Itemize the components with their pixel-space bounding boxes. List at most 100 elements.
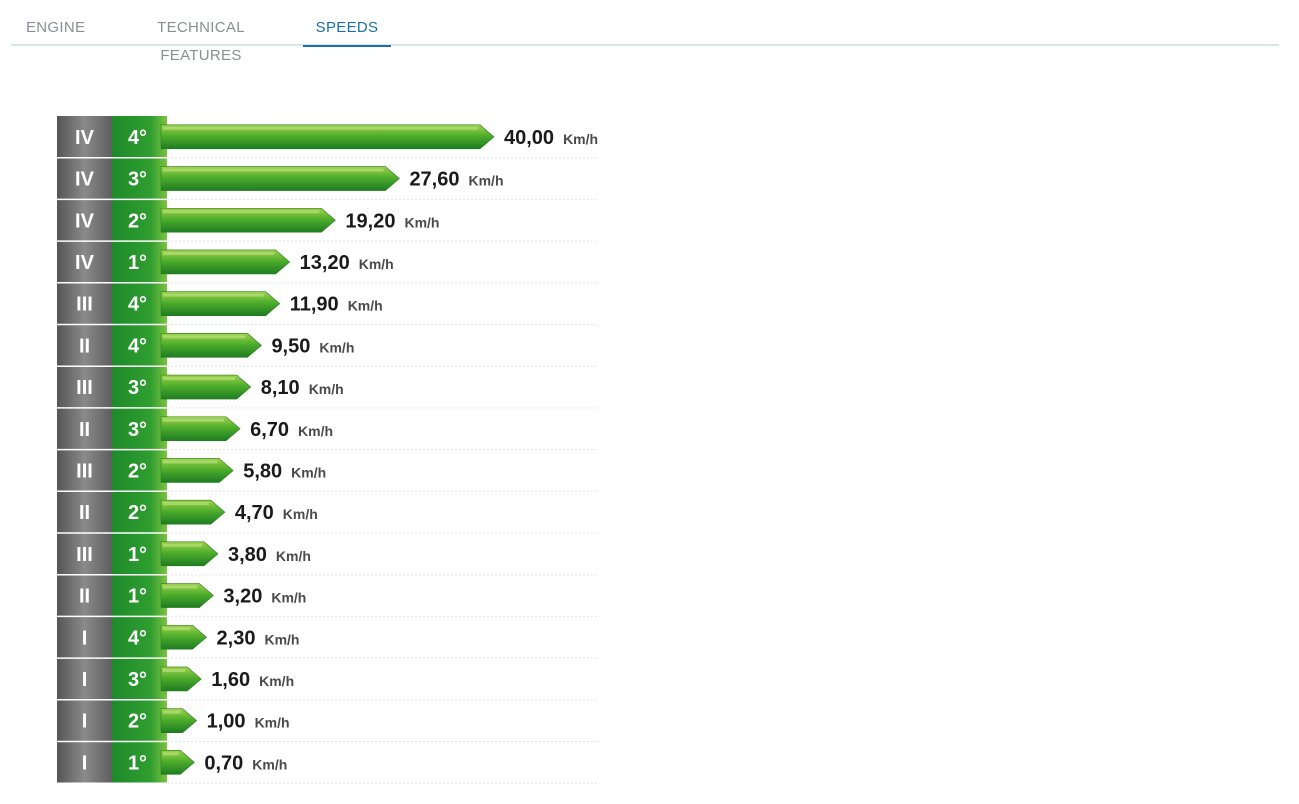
gear-label: 4° xyxy=(128,335,147,357)
gear-label: 3° xyxy=(128,169,147,191)
speed-value: 4,70 xyxy=(235,502,274,524)
speed-unit: Km/h xyxy=(319,339,354,355)
speed-unit: Km/h xyxy=(309,381,344,397)
speed-bar xyxy=(160,750,195,775)
speed-bar-highlight xyxy=(163,418,225,422)
speed-bar xyxy=(160,416,241,442)
speed-bar-highlight xyxy=(163,752,179,756)
speed-bar-highlight xyxy=(163,210,320,214)
speed-value: 2,30 xyxy=(217,627,256,649)
range-label: II xyxy=(79,586,90,608)
range-label: IV xyxy=(75,169,95,191)
speed-value: 40,00 xyxy=(504,127,554,149)
speed-unit: Km/h xyxy=(283,506,318,522)
gear-label: 4° xyxy=(128,627,147,649)
speed-unit: Km/h xyxy=(264,631,299,647)
speed-unit: Km/h xyxy=(276,548,311,564)
speed-value: 11,90 xyxy=(290,294,339,316)
speed-value: 6,70 xyxy=(250,419,289,441)
tab-bar: ENGINE TECHNICAL FEATURES SPEEDS xyxy=(11,0,1279,64)
range-label: I xyxy=(82,752,88,774)
tab-technical-features[interactable]: TECHNICAL FEATURES xyxy=(157,19,245,64)
speed-bar-highlight xyxy=(163,668,186,672)
speed-bar-highlight xyxy=(163,710,181,714)
range-label: IV xyxy=(75,127,95,149)
range-label: II xyxy=(79,335,90,357)
speed-bar xyxy=(160,249,291,275)
tab-speeds[interactable]: SPEEDS xyxy=(303,14,391,47)
gear-label: 3° xyxy=(128,377,147,399)
speed-bar-highlight xyxy=(163,168,384,172)
speed-unit: Km/h xyxy=(259,673,294,689)
speed-bar xyxy=(160,458,234,483)
speed-unit: Km/h xyxy=(255,715,290,731)
gear-label: 2° xyxy=(128,502,147,524)
speed-bar xyxy=(160,499,226,525)
range-label: III xyxy=(76,460,93,482)
gear-label: 1° xyxy=(128,544,147,566)
speed-bar-highlight xyxy=(163,460,218,464)
speed-bar xyxy=(160,666,202,692)
gear-label: 1° xyxy=(128,752,147,774)
speed-bar-highlight xyxy=(163,585,198,589)
gear-label: 1° xyxy=(128,252,147,274)
tab-engine[interactable]: ENGINE xyxy=(26,19,86,36)
speed-bar-highlight xyxy=(163,251,274,255)
speed-bar xyxy=(160,207,336,233)
range-label: III xyxy=(76,377,93,399)
speed-unit: Km/h xyxy=(298,423,333,439)
speed-unit: Km/h xyxy=(348,298,383,314)
speed-value: 27,60 xyxy=(409,169,459,191)
speed-value: 13,20 xyxy=(300,252,350,274)
speed-unit: Km/h xyxy=(271,590,306,606)
speed-bar-highlight xyxy=(163,377,235,381)
speed-bar xyxy=(160,374,252,400)
range-label: III xyxy=(76,294,93,316)
speed-value: 1,00 xyxy=(207,711,246,733)
gear-label: 2° xyxy=(128,210,147,232)
speed-bar xyxy=(160,333,262,358)
speed-unit: Km/h xyxy=(404,214,439,230)
gear-label: 4° xyxy=(128,127,147,149)
speed-bar xyxy=(160,541,219,567)
speed-bar xyxy=(160,124,495,150)
range-label: III xyxy=(76,544,93,566)
range-label: II xyxy=(79,419,90,441)
speed-bar-highlight xyxy=(163,293,264,297)
range-label: IV xyxy=(75,210,95,232)
speed-value: 1,60 xyxy=(211,669,250,691)
speed-value: 9,50 xyxy=(271,335,310,357)
gear-label: 2° xyxy=(128,711,147,733)
speed-bar xyxy=(160,166,400,191)
speed-value: 19,20 xyxy=(345,210,395,232)
speed-bar xyxy=(160,291,281,316)
speed-unit: Km/h xyxy=(252,756,287,772)
speed-bar xyxy=(160,583,214,608)
speed-value: 3,80 xyxy=(228,544,267,566)
speed-bar xyxy=(160,708,198,733)
speed-value: 5,80 xyxy=(243,460,282,482)
speed-bar-highlight xyxy=(163,126,478,130)
gear-label: 3° xyxy=(128,419,147,441)
speed-bar-highlight xyxy=(163,502,209,506)
speed-bar xyxy=(160,624,207,650)
speed-value: 3,20 xyxy=(223,586,262,608)
speed-unit: Km/h xyxy=(291,464,326,480)
speed-bar-highlight xyxy=(163,627,191,631)
gear-label: 2° xyxy=(128,460,147,482)
speed-unit: Km/h xyxy=(563,131,598,147)
speed-value: 8,10 xyxy=(261,377,300,399)
speed-bar-highlight xyxy=(163,543,202,547)
gear-label: 4° xyxy=(128,294,147,316)
gear-label: 3° xyxy=(128,669,147,691)
range-label: I xyxy=(82,711,88,733)
gear-label: 1° xyxy=(128,586,147,608)
range-label: II xyxy=(79,502,90,524)
speed-unit: Km/h xyxy=(469,173,504,189)
range-label: I xyxy=(82,627,88,649)
speed-value: 0,70 xyxy=(204,752,243,774)
speed-unit: Km/h xyxy=(359,256,394,272)
range-label: I xyxy=(82,669,88,691)
speed-bar-highlight xyxy=(163,335,246,339)
